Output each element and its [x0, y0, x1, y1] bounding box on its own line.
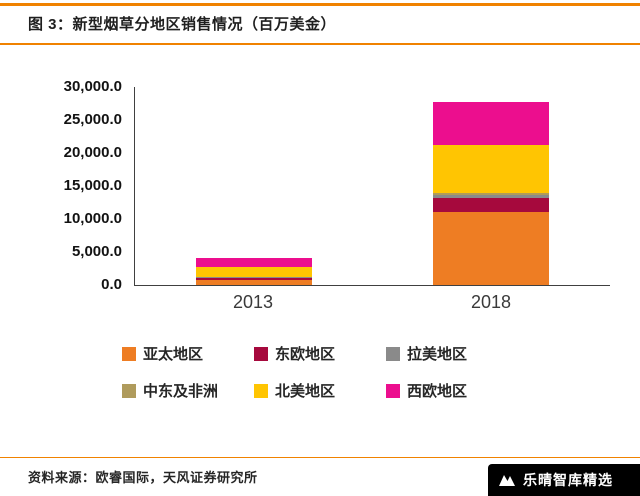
- stacked-bar-2018: [433, 102, 550, 285]
- y-tick-label: 15,000.0: [63, 177, 122, 194]
- footer-accent-rule: [0, 457, 640, 458]
- bar-segment: [195, 257, 312, 267]
- legend-label: 西欧地区: [407, 383, 468, 400]
- source-text: 资料来源：欧睿国际，天风证券研究所: [28, 470, 258, 485]
- bar-segment: [433, 194, 550, 198]
- legend-item: 东欧地区: [254, 343, 386, 364]
- y-axis: 30,000.0 25,000.0 20,000.0 15,000.0 10,000.0…: [10, 78, 134, 293]
- bar-segment: [433, 212, 550, 285]
- figure-title: 图 3：新型烟草分地区销售情况（百万美金）: [28, 16, 337, 33]
- plot-area: [134, 87, 610, 286]
- stacked-bar-2013: [195, 257, 312, 285]
- legend-label: 拉美地区: [407, 346, 468, 363]
- watermark-text: 乐晴智库精选: [523, 472, 613, 488]
- bar-column-2018: [373, 87, 611, 285]
- legend-label: 东欧地区: [275, 346, 336, 363]
- legend-item: 中东及非洲: [122, 380, 254, 401]
- watermark-badge: 乐晴智库精选: [488, 464, 640, 496]
- bar-column-2013: [135, 87, 373, 285]
- leqing-logo-icon: [499, 475, 515, 486]
- y-tick-label: 20,000.0: [63, 144, 122, 161]
- bar-segment: [433, 102, 550, 146]
- y-tick-label: 0.0: [101, 276, 122, 293]
- x-tick-label: 2018: [470, 292, 512, 312]
- legend-item: 北美地区: [254, 380, 386, 401]
- legend-label: 北美地区: [275, 383, 336, 400]
- report-header: 图 3：新型烟草分地区销售情况（百万美金）: [0, 6, 640, 43]
- bar-segment: [195, 266, 312, 277]
- legend-swatch: [254, 383, 268, 398]
- x-tick-label: 2013: [232, 292, 274, 312]
- legend: 亚太地区 东欧地区 拉美地区中东及非洲 北美地区 西欧地区: [0, 343, 640, 401]
- legend-swatch: [254, 346, 268, 361]
- legend-item: 西欧地区: [386, 380, 518, 401]
- legend-label: 亚太地区: [143, 346, 204, 363]
- chart: 30,000.0 25,000.0 20,000.0 15,000.0 10,000.0…: [10, 78, 610, 313]
- y-tick-label: 10,000.0: [63, 210, 122, 227]
- legend-item: 亚太地区: [122, 343, 254, 364]
- bar-segment: [433, 193, 550, 195]
- legend-swatch: [122, 383, 136, 398]
- bar-segment: [195, 276, 312, 278]
- bar-segment: [195, 279, 312, 285]
- bar-segment: [433, 145, 550, 194]
- bar-segment: [433, 197, 550, 213]
- legend-label: 中东及非洲: [143, 383, 219, 400]
- y-tick-label: 5,000.0: [71, 243, 122, 260]
- header-accent-rule: [0, 43, 640, 45]
- y-tick-label: 25,000.0: [63, 111, 122, 128]
- page: { "header": { "title": "图 3：新型烟草分地区销售情况（…: [0, 3, 640, 496]
- bar-segment: [195, 278, 312, 280]
- bar-segment: [195, 277, 312, 279]
- legend-swatch: [386, 383, 400, 398]
- legend-swatch: [386, 346, 400, 361]
- legend-item: 拉美地区: [386, 343, 518, 364]
- top-accent-rule: [0, 3, 640, 6]
- x-axis: 2013 2018: [134, 286, 610, 313]
- plot-column: 2013 2018: [134, 87, 610, 313]
- legend-swatch: [122, 346, 136, 361]
- y-tick-label: 30,000.0: [63, 78, 122, 95]
